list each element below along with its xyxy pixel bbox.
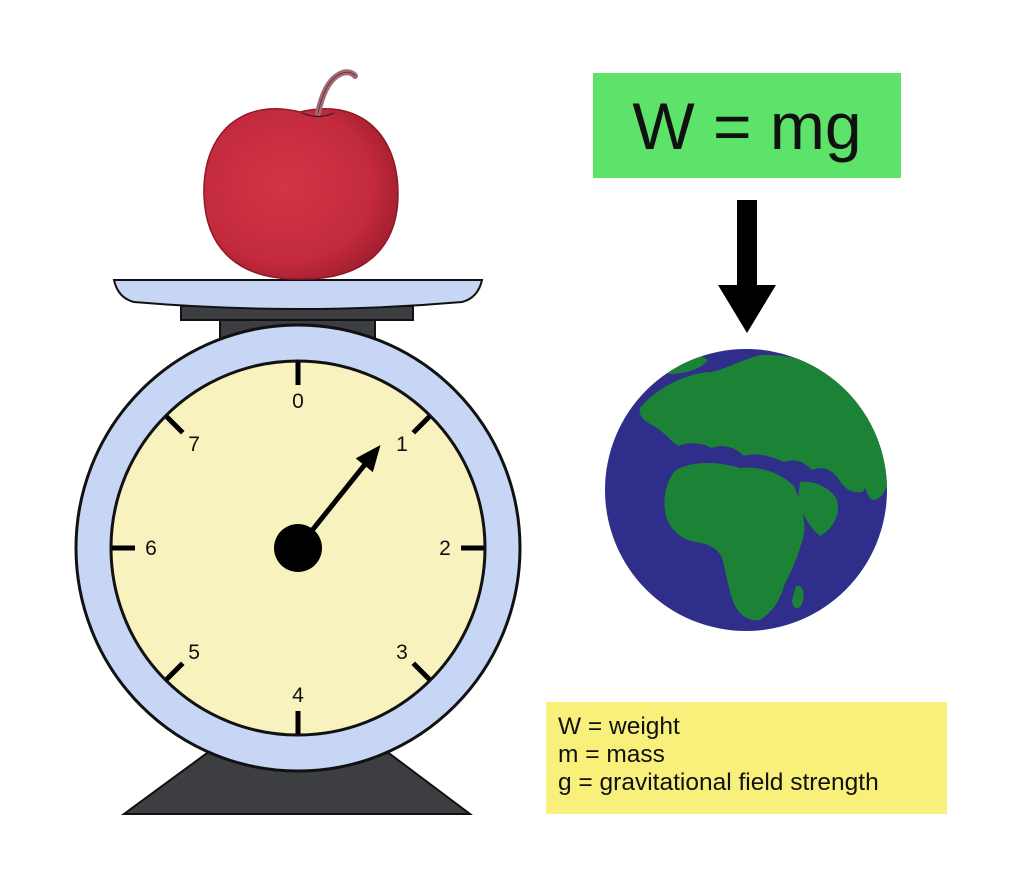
- dial-label-0: 0: [292, 390, 304, 413]
- apple-calyx: [301, 112, 335, 118]
- dial-label-4: 4: [292, 684, 304, 707]
- arrow-shaft: [737, 200, 757, 285]
- legend-mass: m = mass: [558, 741, 665, 768]
- dial-label-2: 2: [439, 537, 451, 560]
- legend-box: W = weight m = mass g = gravitational fi…: [546, 702, 947, 814]
- continent-arabia: [798, 481, 839, 536]
- continent-madagascar: [792, 585, 804, 609]
- dial-tick-5: [164, 661, 185, 682]
- dial-tick-3: [411, 661, 432, 682]
- dial-label-7: 7: [188, 433, 200, 456]
- scale-platter: [112, 279, 484, 310]
- apple-body: [203, 108, 399, 280]
- formula-box-background: [593, 73, 901, 178]
- dial-label-5: 5: [188, 641, 200, 664]
- formula-label: W = mg: [593, 73, 901, 178]
- legend-weight: W = weight: [558, 713, 680, 740]
- kitchen-scale: 0 1 2 3 4 5 6 7: [74, 279, 522, 815]
- dial-label-3: 3: [396, 641, 408, 664]
- dial-label-6: 6: [145, 537, 157, 560]
- earth-continents: [639, 354, 887, 621]
- dial-label-1: 1: [396, 433, 408, 456]
- continent-africa: [664, 463, 805, 621]
- continent-britain: [700, 395, 716, 412]
- dial-tick-7: [164, 414, 185, 435]
- down-arrow: [718, 200, 776, 333]
- continent-scandinavia: [730, 364, 763, 398]
- dial-labels: 0 1 2 3 4 5 6 7: [145, 390, 451, 707]
- legend-box-background: [546, 702, 947, 814]
- dial-ticks: [112, 362, 484, 734]
- legend-gravity: g = gravitational field strength: [558, 769, 879, 796]
- apple: [203, 69, 399, 280]
- needle-arrowhead: [355, 444, 381, 473]
- formula-text: W = mg: [632, 88, 862, 163]
- continent-asia-east: [859, 410, 887, 500]
- apple-stem: [315, 69, 358, 116]
- dial-tick-1: [411, 414, 432, 435]
- continent-eurasia: [639, 354, 887, 493]
- needle-hub: [274, 524, 322, 572]
- apple-stem-outline: [317, 71, 356, 114]
- arrow-head: [718, 285, 776, 333]
- earth-globe: [605, 349, 887, 631]
